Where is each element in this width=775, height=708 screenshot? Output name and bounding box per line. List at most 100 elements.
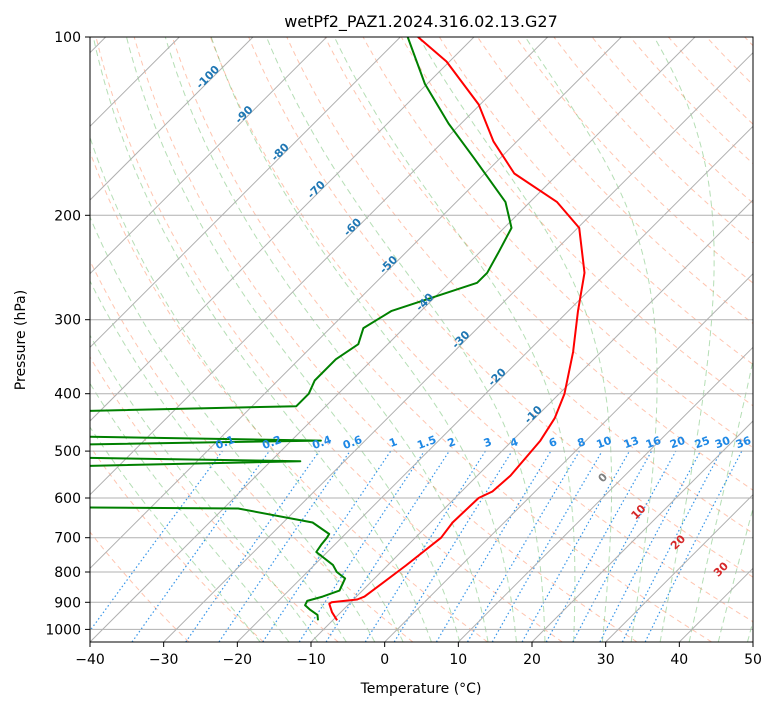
isotherm-line — [457, 346, 753, 642]
isotherm-line — [90, 37, 475, 422]
dry-adiabat-line — [90, 531, 190, 642]
dry-adiabat-line — [591, 37, 753, 204]
x-tick-label: 50 — [744, 652, 762, 668]
dry-adiabat-line — [286, 37, 753, 534]
dry-adiabat-line — [210, 37, 753, 623]
moist-adiabat-line — [90, 382, 290, 642]
x-tick-label: −20 — [223, 652, 253, 668]
moist-adiabat-line — [164, 37, 489, 642]
moist-adiabat-line — [90, 135, 404, 642]
x-tick-label: 30 — [597, 652, 615, 668]
isotherm-line — [236, 125, 753, 642]
y-tick-label: 600 — [54, 491, 81, 507]
x-tick-label: 40 — [670, 652, 688, 668]
mixing-ratio-label: 36 — [734, 434, 753, 452]
mixing-ratio-label: 0.1 — [214, 433, 237, 452]
isotherm-label: -80 — [269, 140, 292, 163]
y-tick-label: 300 — [54, 313, 81, 329]
moist-adiabat-line — [266, 37, 546, 642]
dry-adiabat-line — [668, 37, 753, 125]
moist-adiabat-label: 10 — [629, 502, 649, 522]
isotherm-line — [310, 199, 753, 642]
isotherm-line — [90, 37, 696, 642]
moist-adiabat-line — [92, 37, 432, 642]
temperature-profile-line — [328, 37, 586, 621]
mixing-ratio-label: 3 — [482, 435, 494, 450]
y-tick-label: 900 — [54, 595, 81, 611]
isotherm-label: -50 — [377, 253, 400, 276]
y-tick-label: 400 — [54, 387, 81, 403]
moist-adiabat-label: 20 — [668, 532, 688, 552]
dry-adiabat-line — [400, 37, 753, 407]
x-tick-label: 10 — [449, 652, 467, 668]
isotherm-line — [752, 641, 753, 642]
mixing-ratio-line — [185, 450, 320, 642]
moist-adiabat-label: 40 — [757, 584, 775, 604]
isotherm-line — [163, 51, 753, 642]
x-tick-label: 0 — [380, 652, 389, 668]
moist-adiabat-line — [210, 37, 517, 642]
isotherm-line — [90, 37, 328, 275]
dry-adiabat-line — [324, 37, 753, 491]
dry-adiabat-line — [248, 37, 753, 578]
dry-adiabat-line — [477, 37, 753, 325]
mixing-ratio-line — [644, 450, 743, 642]
moist-adiabat-line — [524, 37, 658, 642]
dry-adiabat-line — [438, 37, 753, 366]
mixing-ratio-label: 30 — [713, 434, 732, 452]
dry-adiabat-line — [744, 37, 753, 47]
mixing-ratio-line — [435, 450, 552, 642]
dry-adiabat-line — [706, 37, 753, 86]
mixing-ratio-line — [599, 450, 702, 642]
isotherm-line — [531, 420, 753, 642]
mixing-ratio-label: 0.6 — [341, 433, 364, 452]
chart-title: wetPf2_PAZ1.2024.316.02.13.G27 — [284, 12, 558, 32]
x-tick-label: 20 — [523, 652, 541, 668]
isotherm-label: -60 — [341, 215, 364, 238]
dry-adiabat-line — [90, 356, 339, 642]
mixing-ratio-label: 13 — [622, 434, 641, 451]
y-tick-label: 1000 — [45, 622, 81, 638]
isotherm-label: -100 — [193, 63, 222, 92]
isotherm-line — [678, 567, 753, 642]
moist-adiabat-line — [90, 215, 376, 642]
isotherm-line — [90, 37, 549, 496]
mixing-ratio-line — [90, 450, 223, 632]
isotherm-line — [605, 493, 753, 642]
mixing-ratio-label: 20 — [668, 434, 687, 452]
mixing-ratio-line — [545, 450, 653, 642]
mixing-ratio-line — [218, 450, 351, 642]
moist-adiabat-line — [90, 426, 261, 642]
y-tick-label: 200 — [54, 208, 81, 224]
mixing-ratio-label: 16 — [644, 434, 663, 452]
mixing-ratio-line — [298, 450, 425, 642]
moist-adiabat-label: 30 — [711, 559, 731, 579]
moist-adiabat-line — [717, 506, 753, 642]
y-tick-label: 800 — [54, 565, 81, 581]
mixing-ratio-line — [325, 450, 450, 642]
moist-adiabat-line — [418, 37, 613, 642]
mixing-ratio-label: 6 — [547, 435, 559, 450]
dry-adiabat-line — [515, 37, 753, 284]
x-axis-title: Temperature (°C) — [360, 681, 482, 697]
dry-adiabat-line — [133, 37, 638, 642]
x-tick-label: −30 — [149, 652, 179, 668]
x-tick-label: −10 — [296, 652, 326, 668]
y-tick-label: 100 — [54, 30, 81, 46]
isotherm-label: -30 — [449, 328, 472, 351]
mixing-ratio-label: 8 — [576, 435, 588, 450]
moist-adiabat-line — [688, 358, 753, 642]
mixing-ratio-label: 25 — [693, 434, 712, 451]
moist-adiabat-line — [90, 334, 319, 642]
isotherm-label: -10 — [522, 403, 545, 426]
mixing-ratio-line — [131, 450, 270, 642]
isotherm-label: -20 — [486, 365, 509, 388]
isotherm-line — [90, 37, 254, 201]
mixing-ratio-label: 4 — [508, 435, 520, 450]
moist-adiabat-line — [126, 37, 461, 642]
mixing-ratio-label: 0.2 — [261, 433, 284, 452]
moist-adiabat-line — [653, 37, 715, 642]
mixing-ratio-label: 10 — [595, 434, 614, 452]
mixing-ratio-line — [572, 450, 677, 642]
